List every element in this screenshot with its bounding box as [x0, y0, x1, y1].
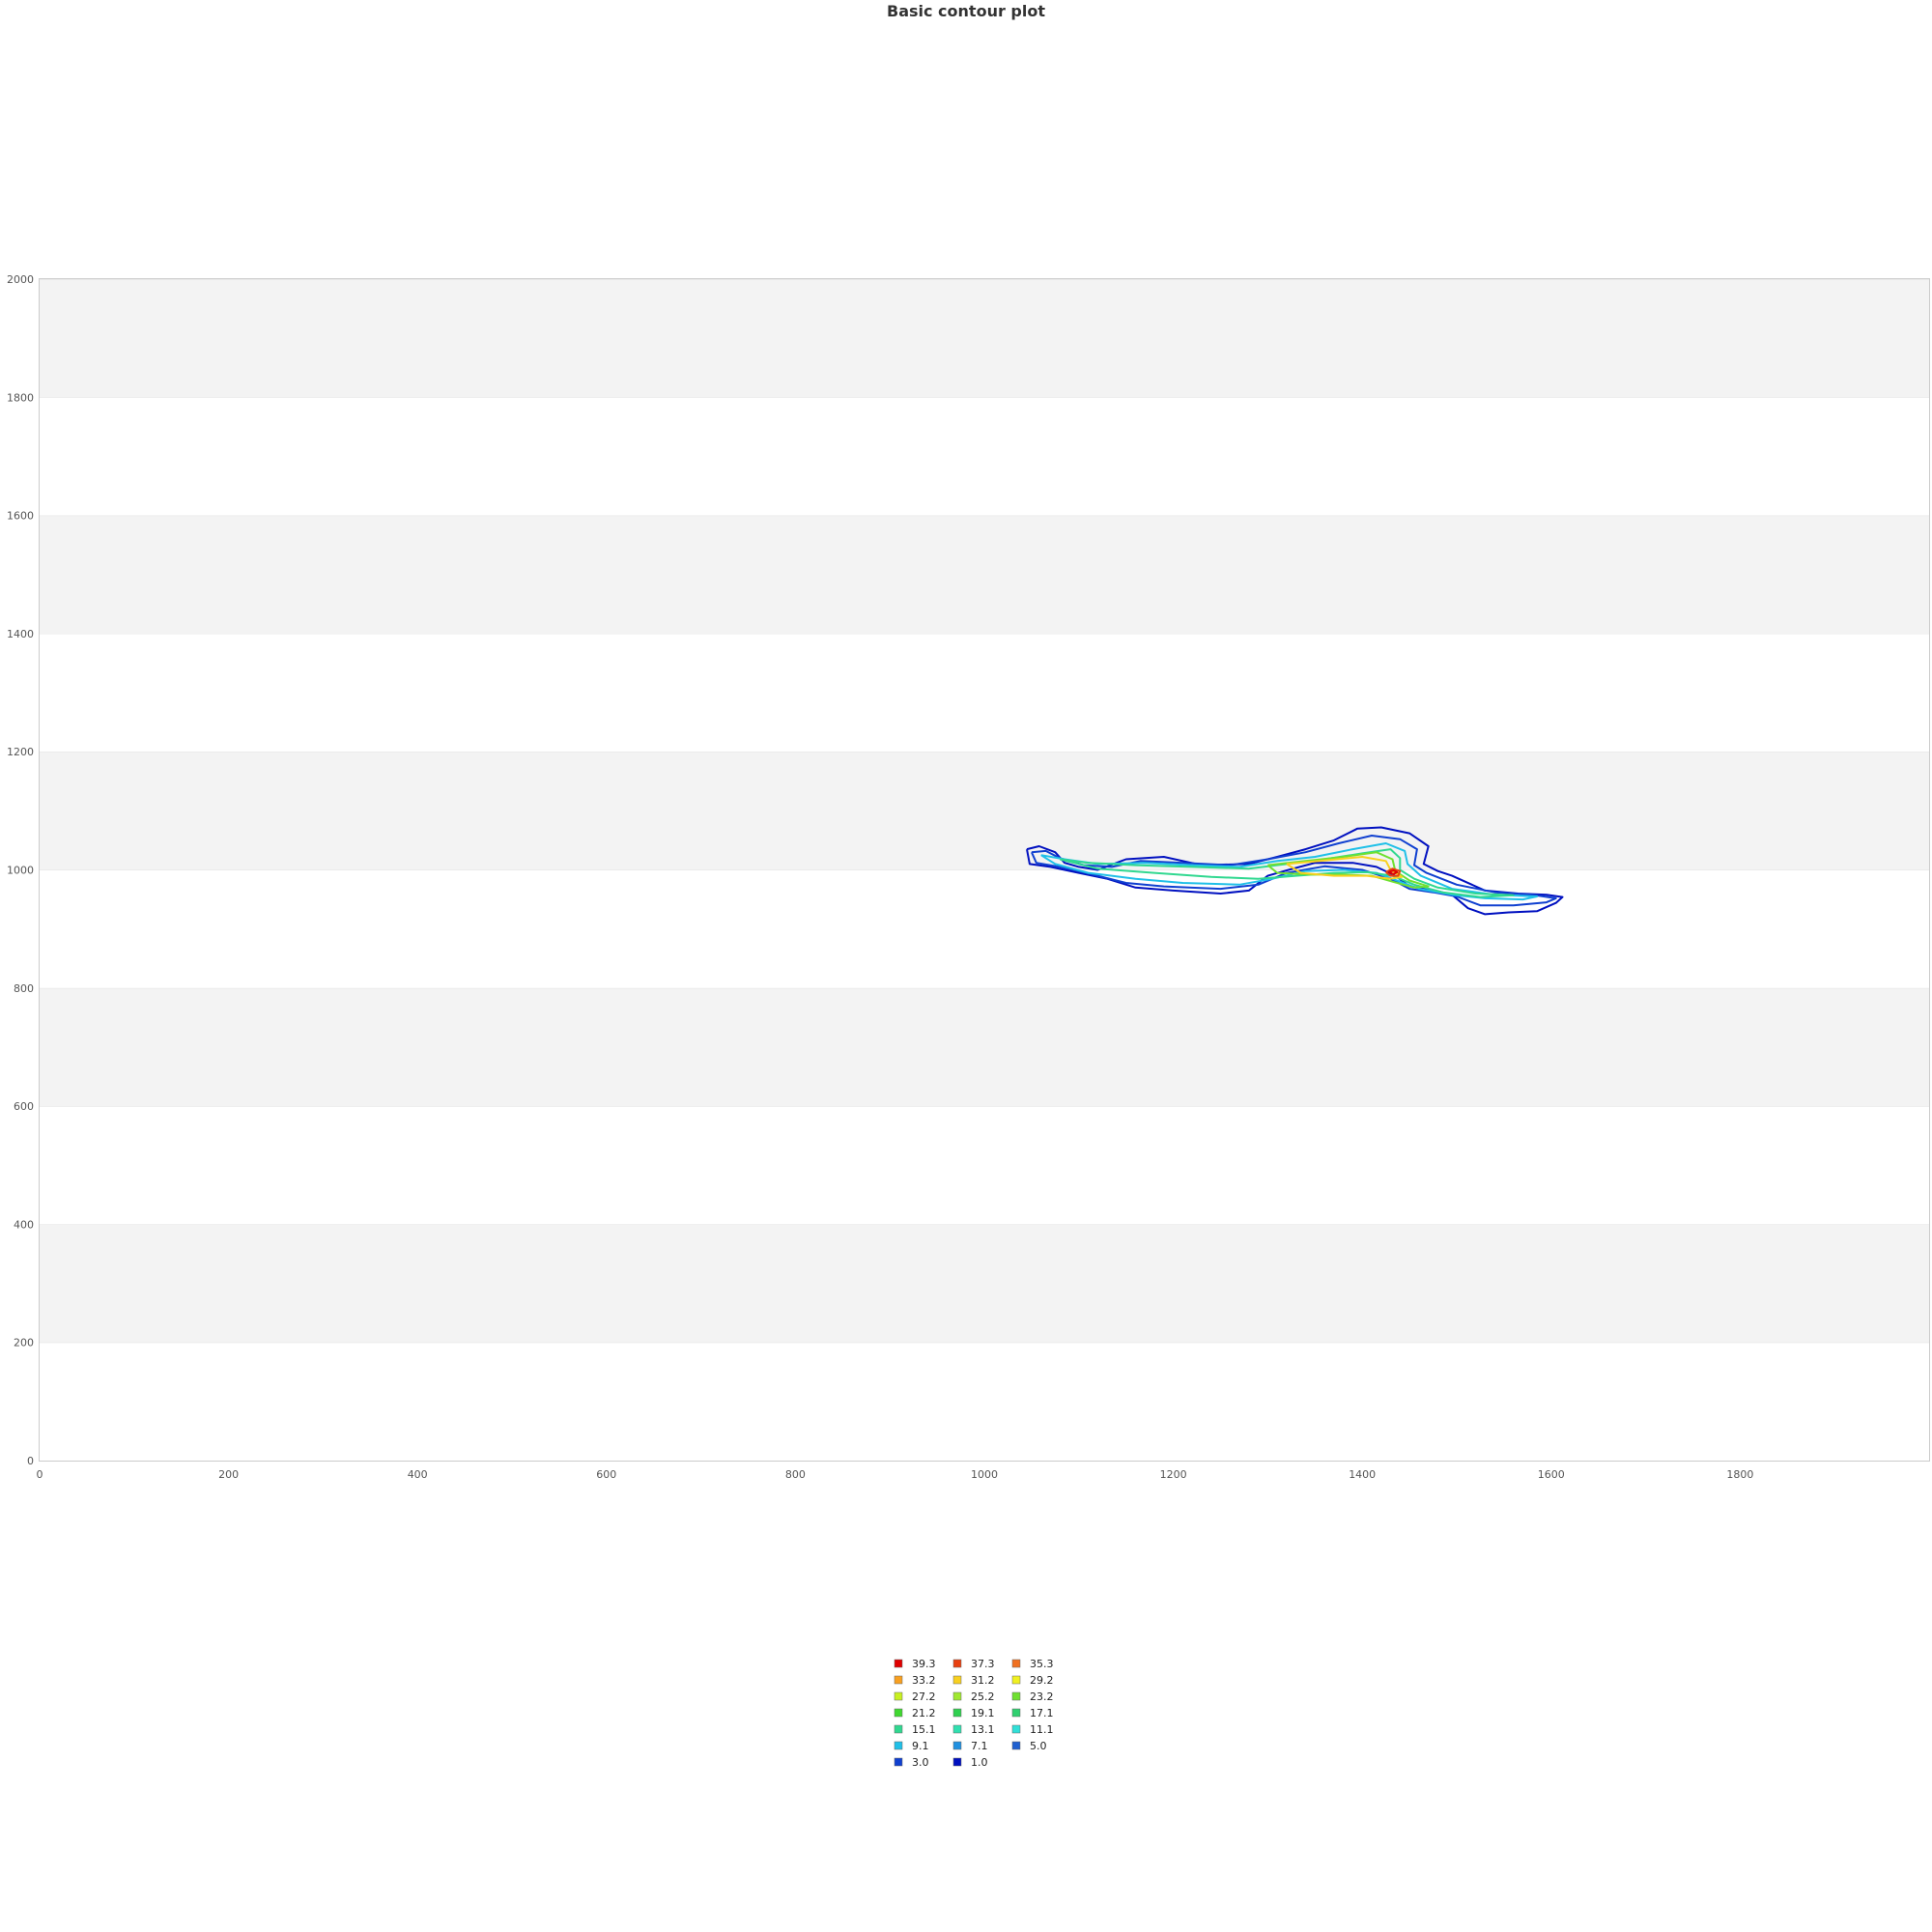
x-tick-label: 800 [785, 1468, 806, 1481]
x-tick-label: 400 [408, 1468, 428, 1481]
grid-band [40, 397, 1929, 516]
contour-line-37.3 [1385, 867, 1402, 877]
legend-swatch [1011, 1691, 1021, 1701]
grid-band [40, 987, 1929, 1107]
legend-swatch [1011, 1741, 1021, 1750]
legend-swatch [894, 1724, 903, 1734]
legend-swatch [952, 1757, 962, 1767]
contour-line-9.1 [1040, 842, 1539, 901]
y-tick-label: 1800 [7, 391, 34, 404]
x-tick-label: 200 [218, 1468, 239, 1481]
legend-label: 27.2 [912, 1690, 936, 1703]
x-tick-label: 1600 [1538, 1468, 1565, 1481]
y-axis: 0 200 400 600 800 1000 1200 1400 1600 1800 2000 [7, 273, 34, 1467]
contour-line-15.1 [1059, 848, 1515, 898]
y-tick-label: 1200 [7, 746, 34, 758]
y-tick-label: 600 [14, 1100, 34, 1113]
grid-band [40, 633, 1929, 753]
legend-label: 35.3 [1030, 1658, 1054, 1670]
grid-band [40, 1224, 1929, 1343]
legend-swatch [1011, 1708, 1021, 1718]
y-tick-label: 1000 [7, 865, 34, 877]
legend-label: 25.2 [971, 1690, 995, 1703]
legend-swatch [894, 1691, 903, 1701]
y-tick-label: 400 [14, 1218, 34, 1231]
y-tick-label: 1400 [7, 628, 34, 640]
legend-label: 17.1 [1030, 1707, 1054, 1719]
legend-swatch [894, 1659, 903, 1668]
grid-band [40, 279, 1929, 398]
legend-label: 13.1 [971, 1723, 995, 1736]
legend-label: 39.3 [912, 1658, 936, 1670]
x-tick-label: 600 [596, 1468, 616, 1481]
legend-label: 7.1 [971, 1740, 988, 1752]
legend-swatch [952, 1708, 962, 1718]
x-tick-label: 1200 [1160, 1468, 1187, 1481]
legend-swatch [952, 1675, 962, 1685]
contour-line-3.0 [1030, 835, 1557, 907]
x-tick-label: 0 [37, 1468, 43, 1481]
y-tick-label: 800 [14, 982, 34, 995]
x-axis: 0 200 400 600 800 1000 1200 1400 1600 1800 [37, 1468, 1754, 1481]
legend-label: 29.2 [1030, 1674, 1054, 1687]
y-tick-label: 200 [14, 1337, 34, 1350]
grid-band [40, 515, 1929, 634]
contour-lines [1026, 826, 1564, 916]
y-tick-label: 0 [27, 1455, 34, 1467]
plot-frame [39, 278, 1930, 1462]
legend-swatch [1011, 1659, 1021, 1668]
legend-swatch [952, 1691, 962, 1701]
legend-label: 11.1 [1030, 1723, 1054, 1736]
x-tick-label: 1400 [1349, 1468, 1376, 1481]
legend-swatch [1011, 1724, 1021, 1734]
grid-band [40, 1106, 1929, 1225]
chart-title: Basic contour plot [887, 2, 1045, 20]
legend-swatch [1011, 1675, 1021, 1685]
legend-label: 21.2 [912, 1707, 936, 1719]
x-tick-label: 1000 [971, 1468, 998, 1481]
legend-swatch [894, 1708, 903, 1718]
grid-bands [40, 278, 1929, 1461]
legend-swatch [894, 1757, 903, 1767]
y-tick-label: 1600 [7, 510, 34, 523]
legend-swatch [952, 1741, 962, 1750]
legend-swatch [952, 1659, 962, 1668]
legend-swatch [952, 1724, 962, 1734]
legend-label: 19.1 [971, 1707, 995, 1719]
legend-swatch [894, 1675, 903, 1685]
contour-line-39.3 [1388, 869, 1399, 875]
legend-label: 33.2 [912, 1674, 936, 1687]
legend-label: 37.3 [971, 1658, 995, 1670]
legend-label: 3.0 [912, 1756, 929, 1769]
legend-label: 31.2 [971, 1674, 995, 1687]
grid-band [40, 752, 1929, 870]
legend-swatch [894, 1741, 903, 1750]
legend: 39.3 37.3 35.3 33.2 31.2 29.2 27.2 25.2 23.2 21.2… [894, 1658, 1054, 1769]
legend-label: 15.1 [912, 1723, 936, 1736]
legend-label: 5.0 [1030, 1740, 1047, 1752]
grid-band [40, 869, 1929, 988]
x-tick-label: 1800 [1726, 1468, 1753, 1481]
contour-line-31.2 [1286, 856, 1404, 880]
legend-label: 1.0 [971, 1756, 988, 1769]
legend-label: 9.1 [912, 1740, 929, 1752]
y-tick-label: 2000 [7, 273, 34, 286]
legend-label: 23.2 [1030, 1690, 1054, 1703]
grid-band [40, 1342, 1929, 1461]
